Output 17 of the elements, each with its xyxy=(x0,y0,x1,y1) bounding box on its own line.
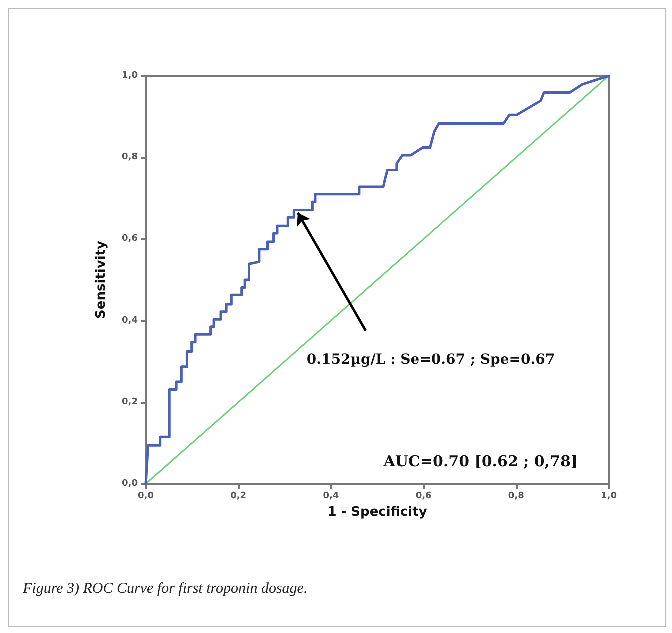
x-axis-title: 1 - Specificity xyxy=(328,505,428,520)
y-axis-title: Sensitivity xyxy=(94,240,109,319)
y-tick-label: 0,0 xyxy=(122,479,138,489)
x-tick-label: 1,0 xyxy=(601,492,617,502)
y-tick-label: 0,6 xyxy=(122,234,138,244)
y-tick-label: 0,4 xyxy=(122,316,138,326)
y-tick-label: 1,0 xyxy=(122,71,138,81)
x-tick-label: 0,6 xyxy=(416,492,432,502)
y-tick-label: 0,2 xyxy=(122,397,138,408)
x-tick-label: 0,8 xyxy=(508,492,524,502)
annotation: 0.152µg/L : Se=0.67 ; Spe=0.67 xyxy=(306,352,556,368)
x-tick-label: 0,0 xyxy=(138,492,154,502)
annotation: AUC=0.70 [0.62 ; 0,78] xyxy=(382,452,578,470)
x-tick-label: 0,2 xyxy=(230,492,247,502)
caption: Figure 3) ROC Curve for first troponin dosage. xyxy=(23,581,308,598)
y-tick-label: 0,8 xyxy=(122,152,138,163)
x-tick-label: 0,4 xyxy=(323,492,340,502)
